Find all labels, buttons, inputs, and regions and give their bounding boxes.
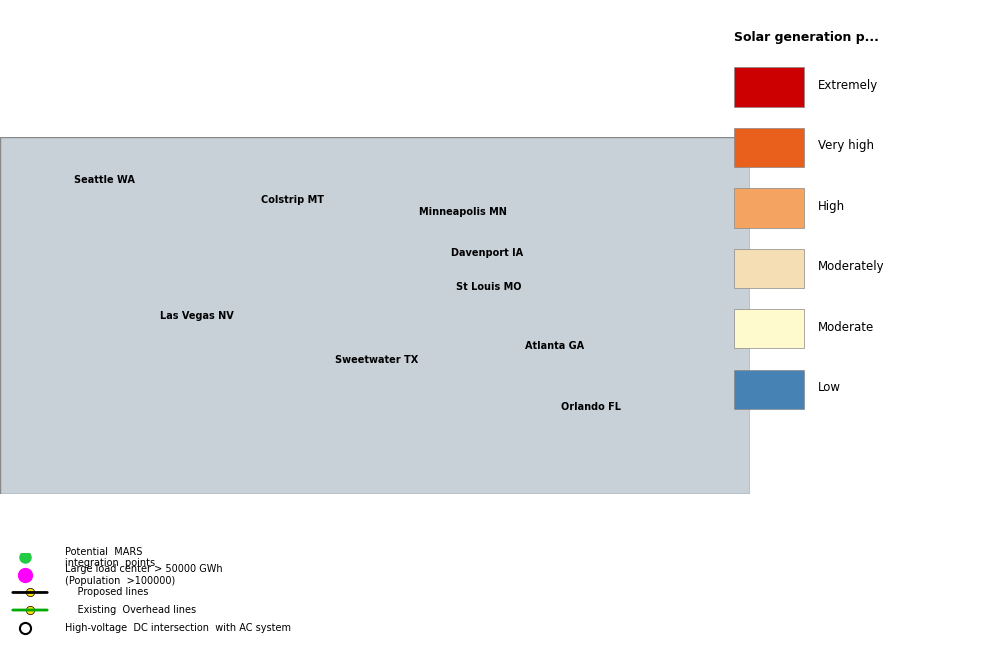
- Text: Davenport IA: Davenport IA: [451, 248, 523, 258]
- Text: Very high: Very high: [818, 140, 874, 153]
- Text: Moderately: Moderately: [818, 261, 885, 274]
- Text: Solar generation p...: Solar generation p...: [734, 31, 879, 44]
- Text: Extremely: Extremely: [818, 79, 878, 92]
- FancyBboxPatch shape: [734, 128, 804, 167]
- Text: Colstrip MT: Colstrip MT: [261, 196, 324, 205]
- Text: Orlando FL: Orlando FL: [561, 402, 621, 413]
- Text: Potential  MARS
integration  points: Potential MARS integration points: [65, 547, 155, 568]
- Text: Low: Low: [818, 382, 841, 395]
- Text: Minneapolis MN: Minneapolis MN: [419, 207, 507, 217]
- FancyBboxPatch shape: [734, 309, 804, 348]
- FancyBboxPatch shape: [734, 68, 804, 107]
- Text: St Louis MO: St Louis MO: [456, 282, 521, 293]
- Text: Atlanta GA: Atlanta GA: [525, 341, 584, 350]
- Text: Existing  Overhead lines: Existing Overhead lines: [65, 605, 196, 615]
- FancyBboxPatch shape: [734, 249, 804, 288]
- FancyBboxPatch shape: [734, 188, 804, 228]
- Text: High: High: [818, 200, 845, 213]
- Text: Moderate: Moderate: [818, 321, 874, 334]
- Text: Proposed lines: Proposed lines: [65, 588, 148, 597]
- Text: Las Vegas NV: Las Vegas NV: [160, 311, 233, 321]
- Text: High-voltage  DC intersection  with AC system: High-voltage DC intersection with AC sys…: [65, 623, 291, 632]
- Text: Large load center > 50000 GWh
(Population  >100000): Large load center > 50000 GWh (Populatio…: [65, 564, 223, 586]
- Text: Sweetwater TX: Sweetwater TX: [335, 355, 418, 365]
- FancyBboxPatch shape: [734, 370, 804, 409]
- Text: Seattle WA: Seattle WA: [74, 175, 135, 185]
